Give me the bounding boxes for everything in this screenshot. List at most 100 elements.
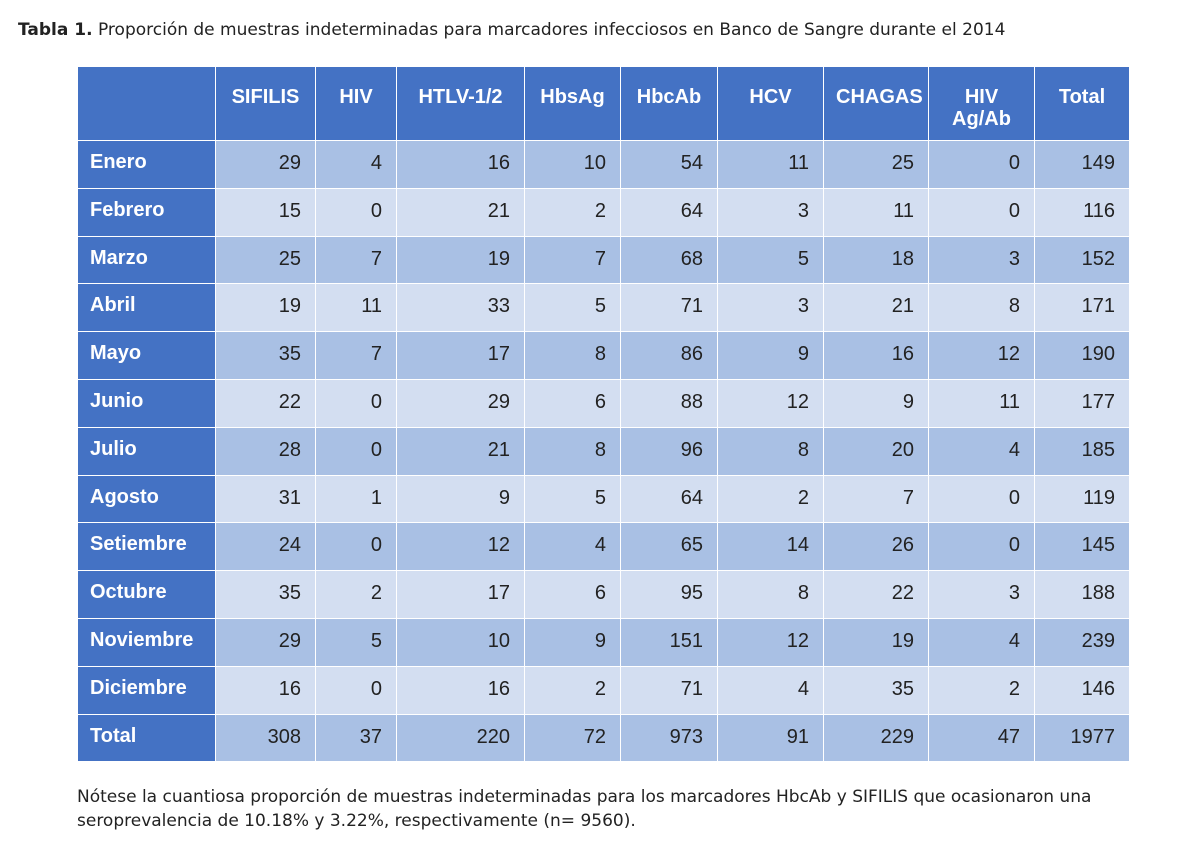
table-cell: 5 [717, 235, 824, 285]
column-header: HbcAb [620, 66, 718, 141]
table-cell: 54 [620, 140, 718, 189]
table-cell: 29 [215, 140, 316, 189]
table-cell: 0 [315, 426, 397, 476]
table-cell: 29 [215, 617, 316, 667]
table-cell: 177 [1034, 378, 1130, 428]
table-cell: 7 [315, 235, 397, 285]
table-cell: 308 [215, 713, 316, 763]
table-row: Febrero 15 0 21 2 64 3 11 0 116 [77, 187, 1130, 237]
table-cell: 119 [1034, 474, 1130, 524]
row-label: Noviembre [77, 617, 216, 667]
row-label: Diciembre [77, 665, 216, 715]
table-cell: 149 [1034, 140, 1130, 189]
table-cell: 0 [315, 378, 397, 428]
table-cell: 3 [928, 235, 1035, 285]
table-cell: 72 [524, 713, 621, 763]
table-cell: 28 [215, 426, 316, 476]
header-row: SIFILIS HIV HTLV-1/2 HbsAg HbcAb HCV CHA… [77, 66, 1130, 141]
table-cell: 16 [396, 665, 525, 715]
table-row: Marzo 25 7 19 7 68 5 18 3 152 [77, 235, 1130, 285]
table-cell: 8 [717, 570, 824, 619]
table-cell: 5 [524, 283, 621, 333]
table-cell: 37 [315, 713, 397, 763]
table-cell: 3 [928, 570, 1035, 619]
table-cell: 35 [215, 331, 316, 380]
column-header: SIFILIS [215, 66, 316, 141]
row-label: Julio [77, 426, 216, 476]
table-cell: 29 [396, 378, 525, 428]
table-cell: 220 [396, 713, 525, 763]
row-label: Octubre [77, 570, 216, 619]
table-cell: 2 [315, 570, 397, 619]
table-cell: 21 [823, 283, 929, 333]
table-cell: 22 [215, 378, 316, 428]
table-row: Mayo 35 7 17 8 86 9 16 12 190 [77, 331, 1130, 380]
table-cell: 2 [717, 474, 824, 524]
table-cell: 0 [928, 474, 1035, 524]
table-cell: 22 [823, 570, 929, 619]
table-cell: 0 [928, 140, 1035, 189]
table-cell: 17 [396, 570, 525, 619]
column-header: HIV Ag/Ab [928, 66, 1035, 141]
table-cell: 2 [524, 665, 621, 715]
table-cell: 71 [620, 665, 718, 715]
table-cell: 185 [1034, 426, 1130, 476]
table-cell: 25 [215, 235, 316, 285]
table-row: Agosto 31 1 9 5 64 2 7 0 119 [77, 474, 1130, 524]
caption-text: Proporción de muestras indeterminadas pa… [97, 20, 1006, 40]
table-cell: 146 [1034, 665, 1130, 715]
table-cell: 171 [1034, 283, 1130, 333]
table-cell: 7 [823, 474, 929, 524]
table-cell: 6 [524, 378, 621, 428]
table-cell: 5 [315, 617, 397, 667]
table-cell: 9 [823, 378, 929, 428]
table-cell: 21 [396, 187, 525, 237]
table-cell: 1 [315, 474, 397, 524]
caption-label: Tabla 1. [18, 20, 93, 40]
table-cell: 0 [928, 522, 1035, 572]
table-cell: 4 [928, 426, 1035, 476]
table-cell: 4 [717, 665, 824, 715]
table-cell: 11 [823, 187, 929, 237]
table-cell: 18 [823, 235, 929, 285]
table-cell: 33 [396, 283, 525, 333]
table-cell: 8 [524, 426, 621, 476]
table-cell: 16 [396, 140, 525, 189]
table-cell: 7 [315, 331, 397, 380]
table-cell: 4 [315, 140, 397, 189]
table-cell: 8 [717, 426, 824, 476]
table-cell: 4 [928, 617, 1035, 667]
table-cell: 24 [215, 522, 316, 572]
table-cell: 239 [1034, 617, 1130, 667]
markers-table: SIFILIS HIV HTLV-1/2 HbsAg HbcAb HCV CHA… [77, 66, 1130, 763]
table-cell: 88 [620, 378, 718, 428]
table-cell: 973 [620, 713, 718, 763]
table-cell: 35 [215, 570, 316, 619]
table-cell: 14 [717, 522, 824, 572]
table-cell: 68 [620, 235, 718, 285]
table-cell: 9 [717, 331, 824, 380]
column-header: CHAGAS [823, 66, 929, 141]
table-cell: 25 [823, 140, 929, 189]
table-row: Setiembre 24 0 12 4 65 14 26 0 145 [77, 522, 1130, 572]
table-cell: 12 [717, 378, 824, 428]
table-cell: 2 [928, 665, 1035, 715]
table-cell: 2 [524, 187, 621, 237]
table-cell: 7 [524, 235, 621, 285]
table-cell: 12 [396, 522, 525, 572]
row-label: Abril [77, 283, 216, 333]
table-cell: 64 [620, 474, 718, 524]
table-cell: 19 [215, 283, 316, 333]
header-corner [77, 66, 216, 141]
row-label: Agosto [77, 474, 216, 524]
row-label: Total [77, 713, 216, 763]
row-label: Marzo [77, 235, 216, 285]
table-cell: 0 [315, 187, 397, 237]
table-cell: 3 [717, 283, 824, 333]
table-cell: 4 [524, 522, 621, 572]
table-row: Octubre 35 2 17 6 95 8 22 3 188 [77, 570, 1130, 619]
table-cell: 16 [215, 665, 316, 715]
table-cell: 1977 [1034, 713, 1130, 763]
table-cell: 26 [823, 522, 929, 572]
table-cell: 11 [315, 283, 397, 333]
